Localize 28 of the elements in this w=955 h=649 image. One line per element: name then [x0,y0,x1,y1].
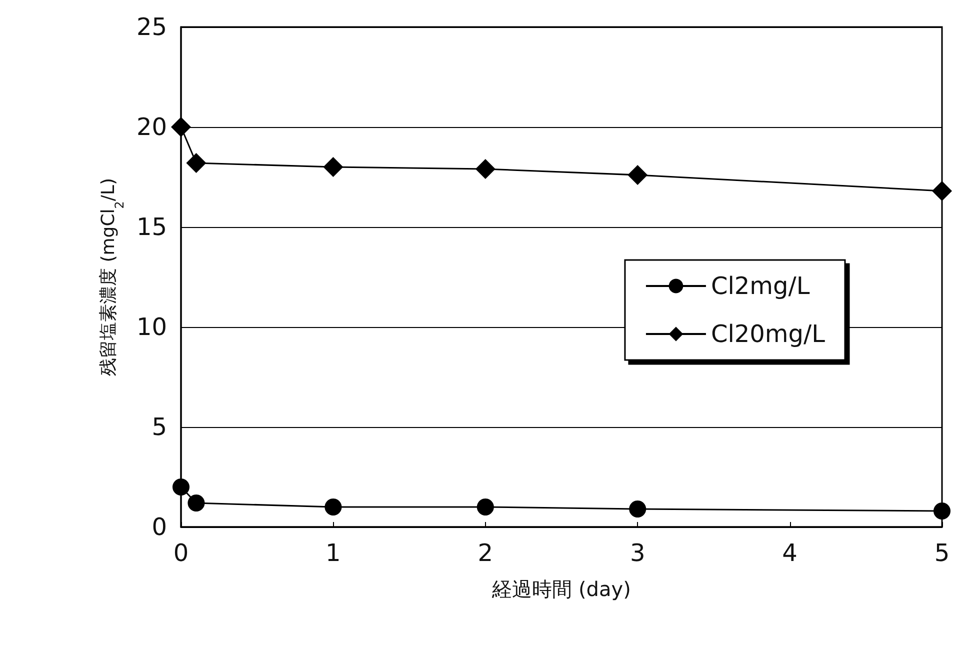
point [932,181,952,201]
point [628,165,648,185]
point [475,159,496,179]
y-tick-label: 10 [136,313,167,341]
point [476,498,494,516]
y-axis-title: 残留塩素濃度 (mgCl2/L) [98,178,127,376]
legend-label: Cl2mg/L [710,272,810,300]
y-tick-label: 15 [136,213,167,241]
x-tick-label: 5 [934,539,950,567]
point [934,502,950,520]
x-tick-label: 3 [630,539,646,567]
point [324,498,342,516]
point [629,500,646,518]
x-tick-label: 0 [173,539,189,567]
point [171,117,191,137]
x-tick-label: 4 [782,539,798,567]
y-tick-label: 25 [136,13,167,41]
y-tick-label: 5 [152,413,167,441]
x-tick-label: 2 [478,539,494,567]
y-tick-label: 0 [152,513,167,541]
x-axis-title: 経過時間 (day) [491,577,631,601]
point [323,157,344,177]
point [172,478,190,496]
y-tick-label: 20 [136,113,167,141]
point [186,153,206,173]
legend-label: Cl20mg/L [710,320,826,348]
x-tick-label: 1 [326,539,341,567]
point [188,494,205,512]
